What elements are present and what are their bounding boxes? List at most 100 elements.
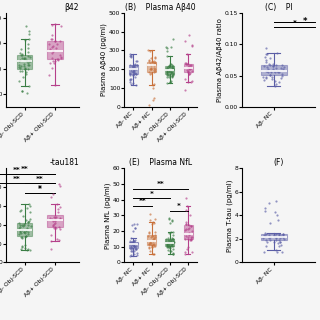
Point <box>275 250 280 255</box>
Point <box>23 246 28 251</box>
Point <box>274 50 279 55</box>
Point <box>164 75 169 80</box>
Point <box>274 235 279 240</box>
Point <box>169 70 174 76</box>
Point <box>170 235 175 240</box>
Point <box>128 244 133 249</box>
Point <box>132 61 137 66</box>
Point <box>272 78 277 84</box>
Point <box>170 239 175 244</box>
Point <box>184 222 189 227</box>
Point <box>164 65 169 70</box>
Point <box>132 71 137 76</box>
Point <box>134 58 139 63</box>
Point <box>128 55 133 60</box>
Point <box>25 54 30 59</box>
Point <box>131 238 136 244</box>
Point <box>20 75 25 80</box>
Point <box>189 224 194 229</box>
Point <box>150 242 156 247</box>
Point <box>148 55 154 60</box>
Point <box>150 239 156 244</box>
Point <box>128 66 133 71</box>
Point <box>26 46 31 51</box>
Point <box>263 76 268 81</box>
Point <box>185 235 190 240</box>
Point <box>24 72 29 77</box>
Point <box>52 60 57 65</box>
Point <box>164 68 169 74</box>
Point <box>186 69 191 74</box>
Point <box>26 41 31 46</box>
Point <box>52 222 57 227</box>
Point <box>182 228 188 233</box>
Point <box>164 242 169 247</box>
Point <box>170 75 175 80</box>
Point <box>170 242 175 247</box>
Point <box>146 47 151 52</box>
Point <box>167 220 172 226</box>
Point <box>18 57 23 62</box>
Point <box>151 62 156 67</box>
Point <box>51 48 56 53</box>
Point <box>57 204 62 209</box>
Point <box>133 243 139 248</box>
Point <box>152 61 157 66</box>
Point <box>268 73 273 78</box>
Text: *: * <box>38 185 42 191</box>
Point <box>262 205 267 211</box>
Point <box>132 244 137 249</box>
Point <box>263 60 268 65</box>
PathPatch shape <box>47 41 62 60</box>
Point <box>132 74 138 79</box>
Point <box>147 242 152 247</box>
Point <box>271 63 276 68</box>
Point <box>54 42 60 47</box>
Point <box>151 234 156 239</box>
Point <box>53 221 58 226</box>
Point <box>150 59 155 64</box>
Point <box>133 83 139 88</box>
Point <box>171 71 176 76</box>
Point <box>261 232 267 237</box>
Point <box>164 66 170 71</box>
Point <box>50 36 55 42</box>
Point <box>17 68 22 74</box>
Point <box>129 240 134 245</box>
Point <box>146 244 151 249</box>
Point <box>182 39 188 44</box>
Point <box>152 220 157 226</box>
Point <box>170 64 175 69</box>
Point <box>188 212 193 217</box>
Point <box>267 200 272 205</box>
Point <box>276 79 282 84</box>
Point <box>153 67 158 72</box>
Point <box>24 57 29 62</box>
Point <box>52 83 58 88</box>
Point <box>58 54 63 60</box>
Point <box>18 222 23 228</box>
Point <box>275 212 280 218</box>
Point <box>27 83 32 88</box>
Point <box>130 64 135 69</box>
Point <box>20 223 25 228</box>
PathPatch shape <box>165 239 174 246</box>
Point <box>168 64 173 69</box>
Point <box>47 41 52 46</box>
Point <box>51 215 56 220</box>
Point <box>18 229 23 234</box>
Point <box>263 58 268 63</box>
Point <box>128 240 133 245</box>
Point <box>187 71 192 76</box>
Point <box>152 69 157 74</box>
Point <box>164 69 170 75</box>
Point <box>132 63 137 68</box>
Point <box>20 244 25 249</box>
Point <box>149 222 154 227</box>
Point <box>267 235 272 240</box>
Point <box>147 229 152 234</box>
Point <box>48 36 53 41</box>
Point <box>170 236 175 242</box>
Point <box>26 49 31 54</box>
Point <box>166 64 172 69</box>
